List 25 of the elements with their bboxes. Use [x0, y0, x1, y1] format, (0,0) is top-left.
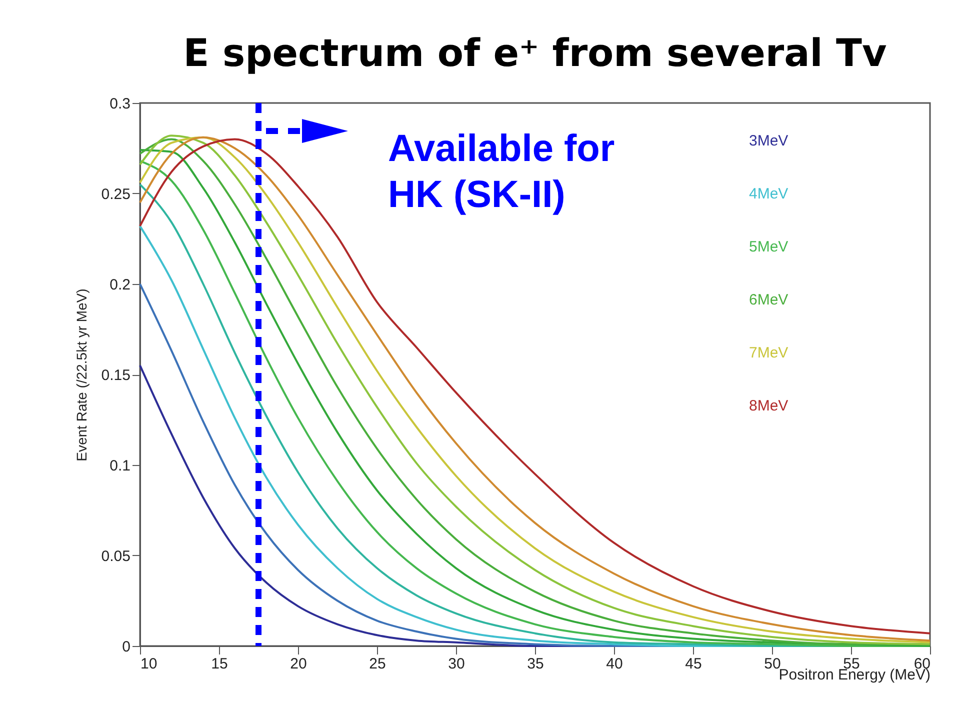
text: 4MeV — [749, 186, 788, 202]
x-tick-label: 20 — [290, 656, 307, 672]
text: 3MeV — [749, 132, 788, 150]
y-tick-label: 0.1 — [110, 458, 130, 474]
y-tick-label: 0.2 — [110, 276, 130, 294]
x-tick-label: 45 — [685, 656, 702, 672]
x-tick-label: 30 — [448, 656, 465, 672]
y-tick-label: 0.15 — [101, 367, 130, 384]
text: 7MeV — [749, 344, 788, 362]
y-tick-label: 0.25 — [101, 186, 130, 203]
y-tick-label: 0 — [122, 638, 130, 656]
x-tick-label: 50 — [764, 656, 781, 672]
text: 8MeV — [749, 398, 788, 414]
text: 6MeV — [749, 292, 788, 308]
x-tick-label: 15 — [211, 656, 228, 672]
chart-title: E spectrum of e⁺ from several Tv — [183, 31, 887, 75]
annotation: Available for HK (SK-II) — [388, 127, 616, 218]
y-tick-label: 0.05 — [101, 548, 130, 565]
x-tick-label: 35 — [527, 656, 544, 672]
x-tick-label: 40 — [606, 656, 623, 672]
y-axis-title: Event Rate (/22.5kt yr MeV) — [73, 288, 90, 462]
y-tick-label: 0.3 — [110, 96, 130, 112]
text: 5MeV — [749, 238, 788, 256]
x-tick-label: 10 — [140, 656, 158, 672]
x-tick-label: 25 — [369, 656, 386, 672]
